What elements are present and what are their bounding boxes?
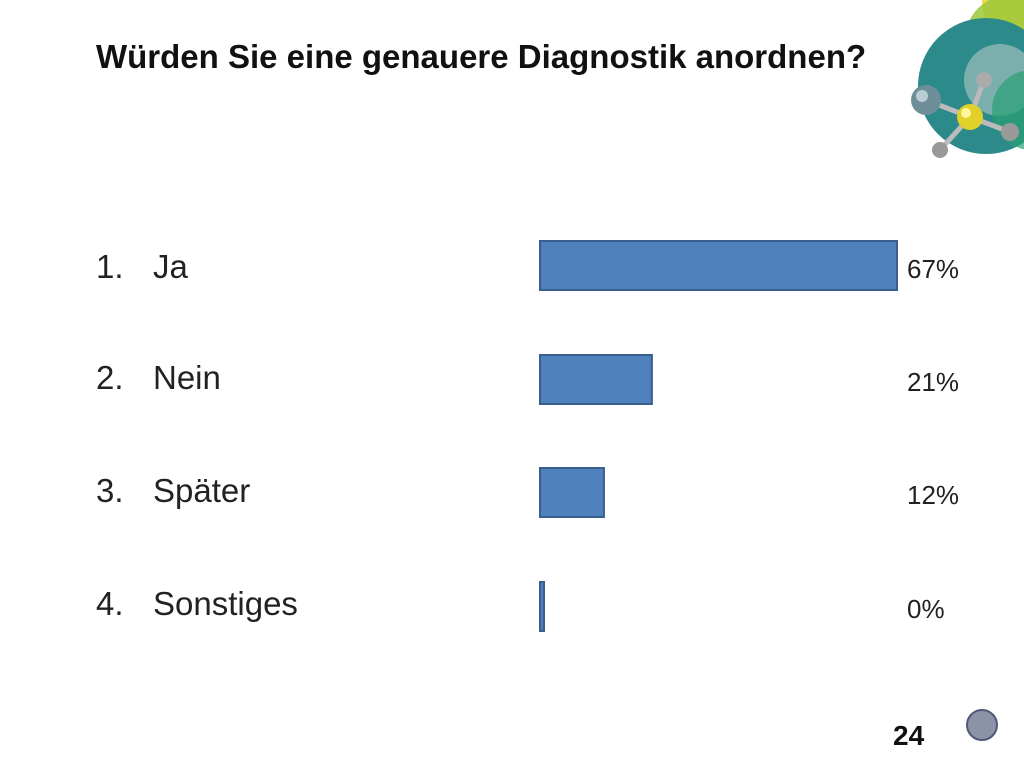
option-number: 2. xyxy=(96,359,124,396)
category-label: Ja xyxy=(153,248,188,285)
value-label-nein: 21% xyxy=(907,367,960,397)
value-label-ja: 67% xyxy=(907,254,960,284)
slide-title: Würden Sie eine genauere Diagnostik anor… xyxy=(96,38,867,75)
page-number: 24 xyxy=(893,720,925,751)
molecule-logo-icon xyxy=(911,0,1024,158)
option-ja: 1. Ja xyxy=(96,248,188,286)
option-number: 4. xyxy=(96,585,124,622)
option-number: 3. xyxy=(96,472,124,509)
value-label-sonstiges: 0% xyxy=(907,594,945,624)
navigation-circle-icon[interactable] xyxy=(966,709,998,741)
bar-ja xyxy=(539,240,898,291)
category-label: Sonstiges xyxy=(153,585,298,622)
category-label: Später xyxy=(153,472,251,509)
option-spaeter: 3. Später xyxy=(96,472,250,510)
value-label-spaeter: 12% xyxy=(907,480,960,510)
option-sonstiges: 4. Sonstiges xyxy=(96,585,298,623)
bar-sp-ter xyxy=(539,467,605,518)
option-number: 1. xyxy=(96,248,124,285)
bar-nein xyxy=(539,354,653,405)
category-label: Nein xyxy=(153,359,221,396)
option-nein: 2. Nein xyxy=(96,359,221,397)
bar-sonstiges xyxy=(539,581,545,632)
